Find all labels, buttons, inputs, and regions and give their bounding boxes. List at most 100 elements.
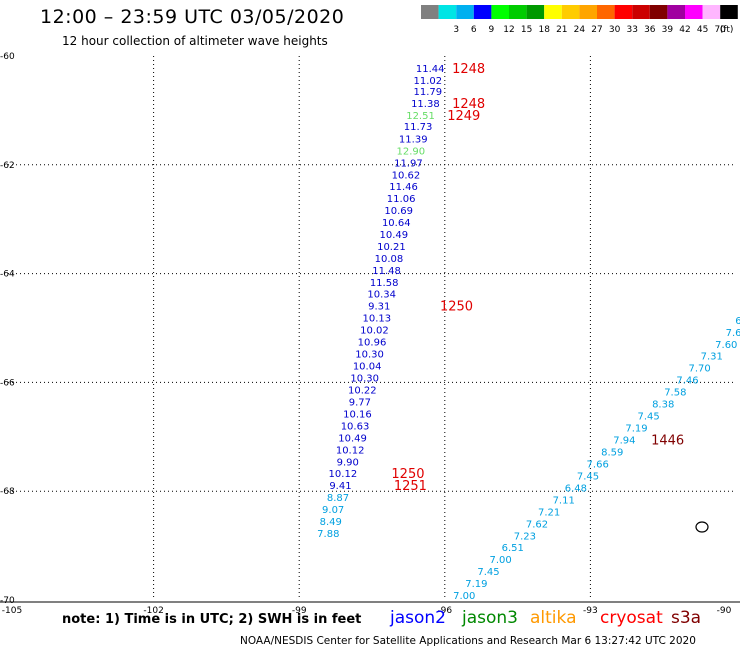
wave-height-label: 9.07 [322, 505, 344, 516]
lon-tick-label: -93 [583, 606, 598, 616]
lat-tick-label: -60 [0, 52, 15, 62]
wave-height-label: 10.21 [377, 242, 406, 253]
map-subtitle: 12 hour collection of altimeter wave hei… [62, 34, 328, 48]
legend-tick-label: 45 [697, 25, 708, 35]
legend-tick-label: 27 [591, 25, 602, 35]
pass-time-label: 1446 [651, 434, 684, 449]
lat-tick-label: -70 [0, 596, 15, 606]
legend-swatch [561, 5, 580, 19]
wave-height-label: 7.88 [317, 529, 339, 540]
legend-tick-label: 3 [453, 25, 459, 35]
wave-height-label: 10.12 [329, 469, 358, 480]
legend-swatch [544, 5, 562, 19]
wave-height-label: 7.58 [664, 388, 686, 399]
pass-time-label: 1250 [440, 300, 473, 315]
legend-tick-label: 24 [574, 25, 586, 35]
wave-height-label: 10.08 [375, 254, 404, 265]
wave-height-label: 11.97 [394, 159, 423, 170]
wave-height-label: 11.39 [399, 135, 428, 146]
satellite-name: cryosat [600, 608, 663, 628]
wave-height-label: 6.48 [565, 483, 587, 494]
wave-height-label: 10.64 [382, 218, 411, 229]
legend-tick-label: 70 [714, 25, 726, 35]
wave-height-label: 11.38 [411, 99, 440, 110]
lat-tick-label: -62 [0, 161, 15, 171]
wave-height-label: 12.51 [406, 111, 435, 122]
wave-height-label: 11.46 [389, 182, 418, 193]
wave-height-label: 10.22 [348, 385, 377, 396]
satellite-name: jason2 [390, 608, 446, 628]
wave-height-label: 10.62 [392, 171, 421, 182]
wave-height-label: 7.62 [526, 519, 548, 530]
legend-swatch [685, 5, 703, 19]
legend-swatch [702, 5, 721, 19]
wave-height-label: 10.63 [341, 421, 370, 432]
lon-tick-label: -96 [437, 606, 452, 616]
pass-time-label: 1248 [452, 62, 485, 77]
legend-swatch [509, 5, 527, 19]
wave-height-label: 11.06 [387, 194, 416, 205]
satellite-name: s3a [671, 608, 702, 628]
legend-tick-label: 21 [556, 25, 567, 35]
wave-height-label: 10.34 [367, 290, 396, 301]
wave-height-label: 9.90 [337, 457, 359, 468]
legend-tick-label: 42 [679, 25, 690, 35]
wave-height-label: 10.96 [358, 338, 387, 349]
wave-height-label: 11.02 [413, 76, 442, 87]
wave-height-label: 10.49 [380, 230, 409, 241]
wave-height-label: 10.69 [384, 206, 413, 217]
lat-tick-label: -66 [0, 378, 15, 388]
wave-height-label: 7.19 [625, 424, 647, 435]
wave-height-label: 11.58 [370, 278, 399, 289]
lon-tick-label: -90 [717, 606, 732, 616]
lon-tick-label: -102 [143, 606, 163, 616]
legend-swatch [579, 5, 597, 19]
lon-tick-label: -105 [2, 606, 22, 616]
wave-height-label: 10.02 [360, 326, 389, 337]
legend-tick-label: 30 [609, 25, 621, 35]
map-title: 12:00 – 23:59 UTC 03/05/2020 [40, 6, 345, 28]
legend-swatch [597, 5, 615, 19]
wave-height-label: 9.41 [329, 481, 351, 492]
legend-tick-label: 33 [626, 25, 637, 35]
legend-tick-label: 12 [503, 25, 514, 35]
wave-height-label: 10.30 [350, 374, 379, 385]
wave-height-label: 7.60 [715, 340, 737, 351]
wave-height-label: 12.90 [397, 147, 426, 158]
wave-height-label: 6 [735, 316, 740, 327]
legend-swatch [632, 5, 650, 19]
wave-height-label: 11.44 [416, 64, 445, 75]
wave-height-label: 11.73 [404, 122, 433, 133]
wave-height-label: 8.38 [652, 400, 674, 411]
wave-height-label: 9.31 [368, 302, 390, 313]
wave-height-label: 10.12 [336, 445, 365, 456]
legend-unit: (ft) [720, 25, 734, 35]
pass-time-label: 1251 [394, 479, 427, 494]
wave-height-label: 7.45 [477, 567, 499, 578]
units-note: note: 1) Time is in UTC; 2) SWH is in fe… [62, 612, 362, 627]
legend-tick-label: 36 [644, 25, 656, 35]
wave-height-color-legend: 3 6 9 12 15 18 21 24 27 30 33 36 39 42 45 70(ft) [421, 5, 738, 35]
satellite-name: jason3 [462, 608, 518, 628]
wave-height-label: 10.13 [363, 314, 392, 325]
wave-height-label: 10.30 [355, 350, 384, 361]
legend-swatch [421, 5, 439, 19]
legend-tick-label: 6 [471, 25, 477, 35]
lat-tick-label: -68 [0, 487, 15, 497]
legend-tick-label: 39 [662, 25, 674, 35]
wave-height-label: 7.45 [638, 412, 660, 423]
legend-tick-label: 15 [521, 25, 532, 35]
wave-height-label: 9.77 [349, 397, 371, 408]
legend-swatch [614, 5, 633, 19]
wave-height-label: 7.94 [613, 436, 635, 447]
legend-swatch [491, 5, 509, 19]
satellite-name: altika [530, 608, 577, 628]
lat-tick-label: -64 [0, 270, 15, 280]
pass-time-label: 1248 [452, 97, 485, 112]
wave-height-label: 7.6 [726, 328, 740, 339]
wave-height-label: 7.00 [489, 555, 511, 566]
credit-line: NOAA/NESDIS Center for Satellite Applica… [240, 635, 696, 647]
lon-tick-label: -99 [292, 606, 307, 616]
wave-height-label: 7.11 [553, 495, 575, 506]
